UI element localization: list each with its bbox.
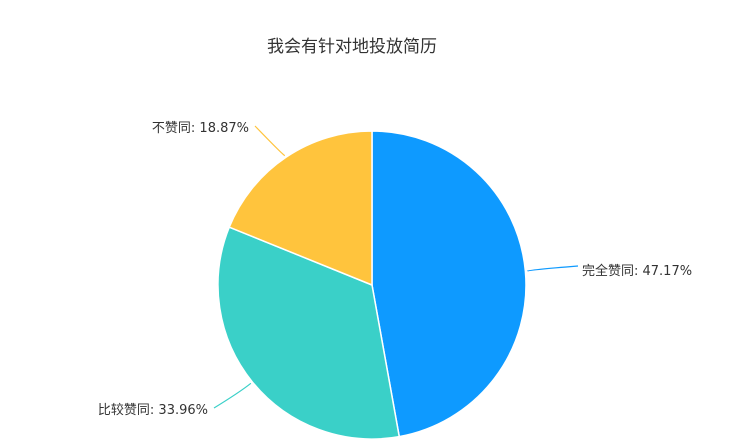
slice-label-0: 完全赞同: 47.17% bbox=[582, 263, 692, 279]
slice-label-2: 不赞同: 18.87% bbox=[152, 121, 249, 136]
leader-line-2 bbox=[254, 125, 286, 157]
pie-slice-2[interactable] bbox=[228, 130, 373, 287]
slices-layer bbox=[217, 130, 527, 440]
pie-slice-1[interactable] bbox=[217, 226, 401, 440]
labels-layer: 完全赞同: 47.17% 比较赞同: 33.96% 不赞同: 18.87% bbox=[98, 121, 692, 418]
leader-line-0 bbox=[526, 265, 579, 272]
chart-title: 我会有针对地投放简历 bbox=[267, 37, 437, 57]
pie-slice-0[interactable] bbox=[371, 130, 527, 438]
slice-label-1: 比较赞同: 33.96% bbox=[98, 403, 208, 418]
leader-lines-layer bbox=[213, 125, 579, 409]
leader-line-1 bbox=[213, 382, 252, 409]
